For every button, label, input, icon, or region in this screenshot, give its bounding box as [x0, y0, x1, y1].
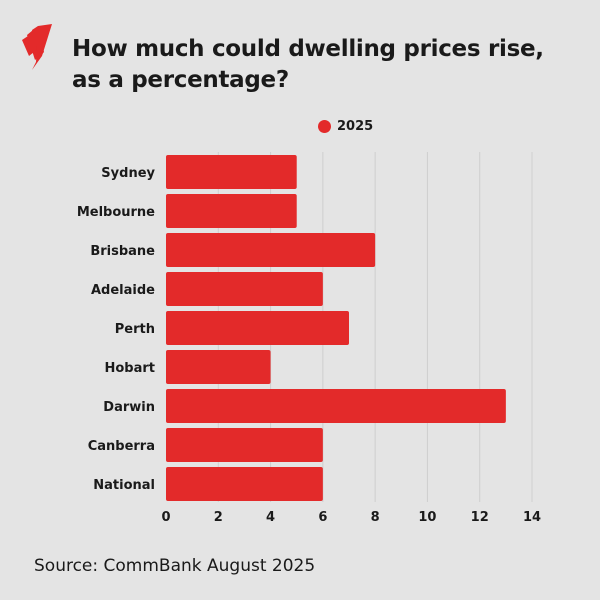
legend-marker: [318, 120, 331, 133]
category-label: National: [93, 478, 155, 493]
x-tick-label: 2: [214, 510, 223, 525]
x-tick-label: 14: [523, 510, 541, 525]
title-line-1: How much could dwelling prices rise,: [72, 36, 544, 62]
category-label: Melbourne: [77, 205, 155, 220]
bar: [166, 233, 376, 267]
bar: [166, 272, 323, 306]
sbs-logo-icon: [22, 24, 52, 70]
legend: 2025: [318, 119, 373, 134]
title-line-2: as a percentage?: [72, 67, 289, 93]
x-tick-label: 8: [371, 510, 380, 525]
bar: [166, 428, 323, 462]
category-label: Canberra: [88, 439, 155, 454]
bar: [166, 155, 297, 189]
bar: [166, 194, 297, 228]
category-label: Darwin: [103, 400, 155, 415]
bar: [166, 350, 271, 384]
x-tick-label: 12: [471, 510, 489, 525]
category-label: Sydney: [101, 166, 155, 181]
bar: [166, 389, 506, 423]
bar: [166, 467, 323, 501]
legend-label: 2025: [337, 119, 374, 134]
chart-title: How much could dwelling prices rise, as …: [72, 34, 544, 96]
category-label: Hobart: [104, 361, 155, 376]
x-tick-label: 10: [418, 510, 436, 525]
x-tick-label: 6: [318, 510, 327, 525]
category-label: Perth: [115, 322, 155, 337]
source-note: Source: CommBank August 2025: [34, 556, 316, 576]
x-tick-label: 0: [161, 510, 170, 525]
category-label: Brisbane: [90, 244, 155, 259]
bar: [166, 311, 349, 345]
x-tick-label: 4: [266, 510, 275, 525]
category-label: Adelaide: [91, 283, 155, 298]
